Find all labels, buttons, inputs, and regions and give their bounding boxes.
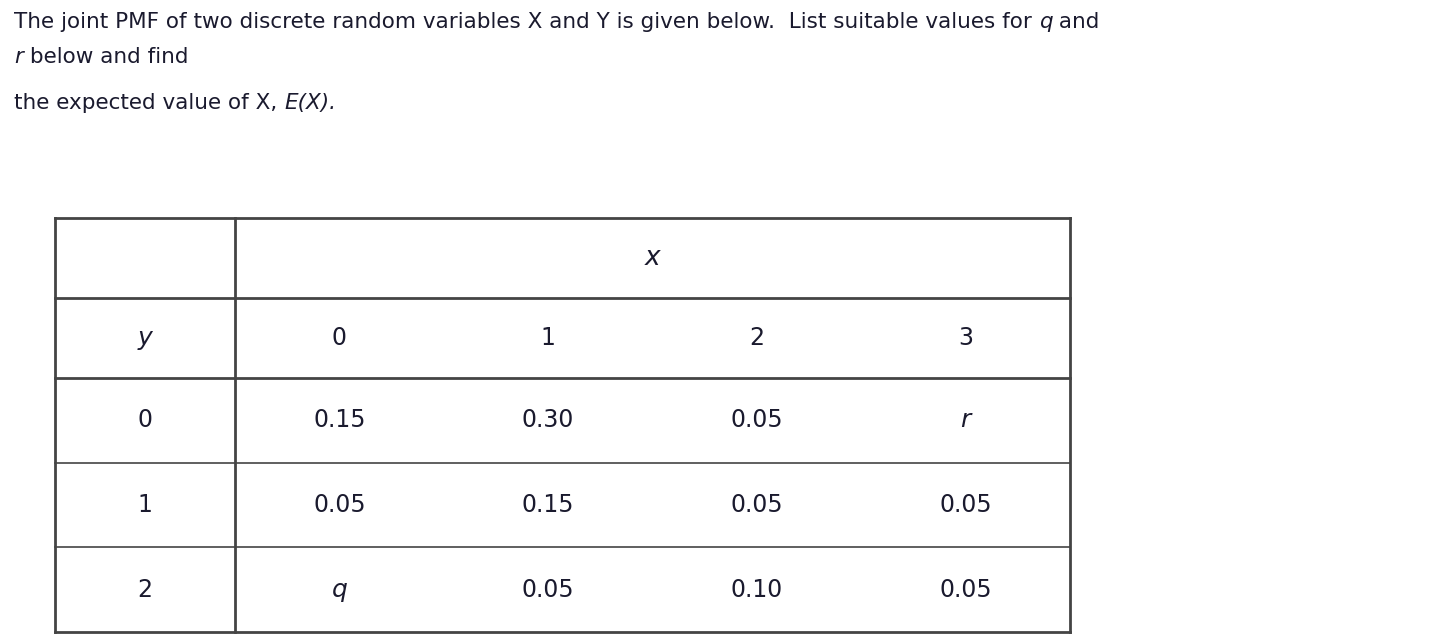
Text: 0: 0 (332, 326, 348, 350)
Text: 0.05: 0.05 (731, 408, 783, 432)
Text: x: x (645, 245, 661, 271)
Text: 2: 2 (138, 578, 152, 601)
Text: 0.05: 0.05 (521, 578, 574, 601)
Text: 0: 0 (138, 408, 152, 432)
Text: the expected value of X,: the expected value of X, (14, 93, 284, 113)
Text: 0.05: 0.05 (939, 493, 992, 517)
Text: 0.05: 0.05 (939, 578, 992, 601)
Text: 1: 1 (138, 493, 152, 517)
Text: 3: 3 (958, 326, 974, 350)
Text: 1: 1 (541, 326, 556, 350)
Text: q: q (332, 578, 348, 601)
Text: E(X).: E(X). (284, 93, 336, 113)
Text: y: y (138, 326, 152, 350)
Text: r: r (14, 47, 23, 67)
Text: 0.05: 0.05 (313, 493, 366, 517)
Text: 0.15: 0.15 (521, 493, 574, 517)
Text: and: and (1053, 12, 1100, 32)
Text: 2: 2 (750, 326, 764, 350)
Text: 0.05: 0.05 (731, 493, 783, 517)
Text: q: q (1038, 12, 1053, 32)
Text: r: r (961, 408, 971, 432)
Text: 0.10: 0.10 (731, 578, 783, 601)
Text: The joint PMF of two discrete random variables X and Y is given below.  List sui: The joint PMF of two discrete random var… (14, 12, 1038, 32)
Text: 0.15: 0.15 (313, 408, 366, 432)
Text: below and find: below and find (23, 47, 188, 67)
Text: 0.30: 0.30 (521, 408, 574, 432)
